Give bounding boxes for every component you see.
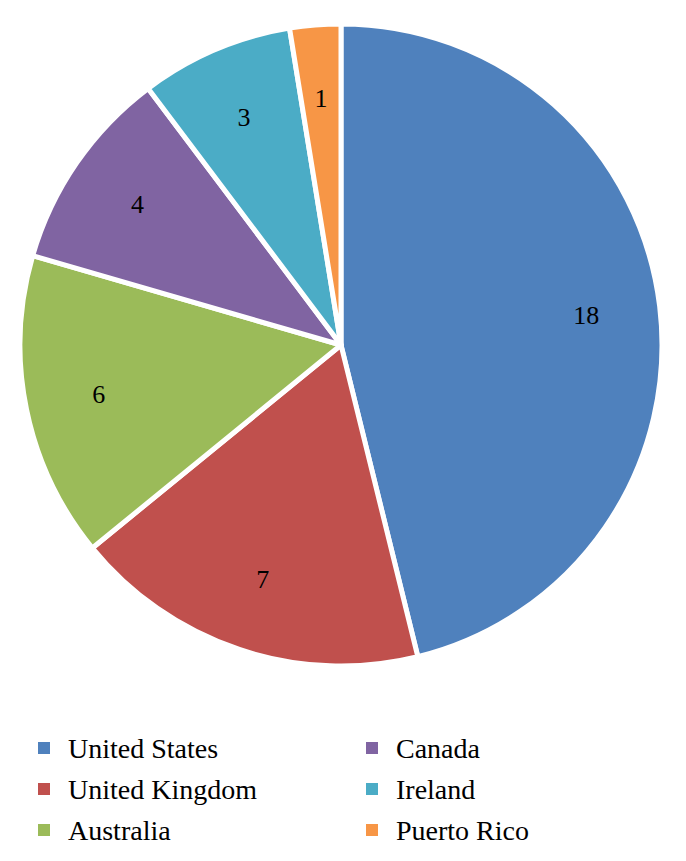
legend: United States United Kingdom Australia Cana…	[38, 733, 529, 846]
legend-label: United Kingdom	[68, 774, 257, 805]
legend-label: Australia	[68, 815, 171, 846]
legend-swatch	[38, 824, 50, 836]
data-label: 18	[573, 301, 599, 330]
legend-label: Ireland	[396, 774, 475, 805]
legend-label: United States	[68, 733, 218, 764]
legend-swatch	[38, 742, 50, 754]
data-labels: 18 7 6 4 3 1	[92, 84, 599, 594]
slices	[20, 24, 662, 666]
pie-slice	[290, 24, 341, 345]
data-label: 6	[92, 380, 105, 409]
legend-swatch	[366, 824, 378, 836]
data-label: 4	[131, 190, 144, 219]
chart: 18 7 6 4 3 1 United States United Kingdom Austra…	[0, 0, 686, 861]
data-label: 1	[315, 84, 328, 113]
data-label: 7	[256, 565, 269, 594]
legend-label: Puerto Rico	[396, 815, 529, 846]
data-label: 3	[238, 103, 251, 132]
legend-swatch	[366, 742, 378, 754]
legend-swatch	[366, 783, 378, 795]
legend-label: Canada	[396, 733, 481, 764]
legend-swatch	[38, 783, 50, 795]
